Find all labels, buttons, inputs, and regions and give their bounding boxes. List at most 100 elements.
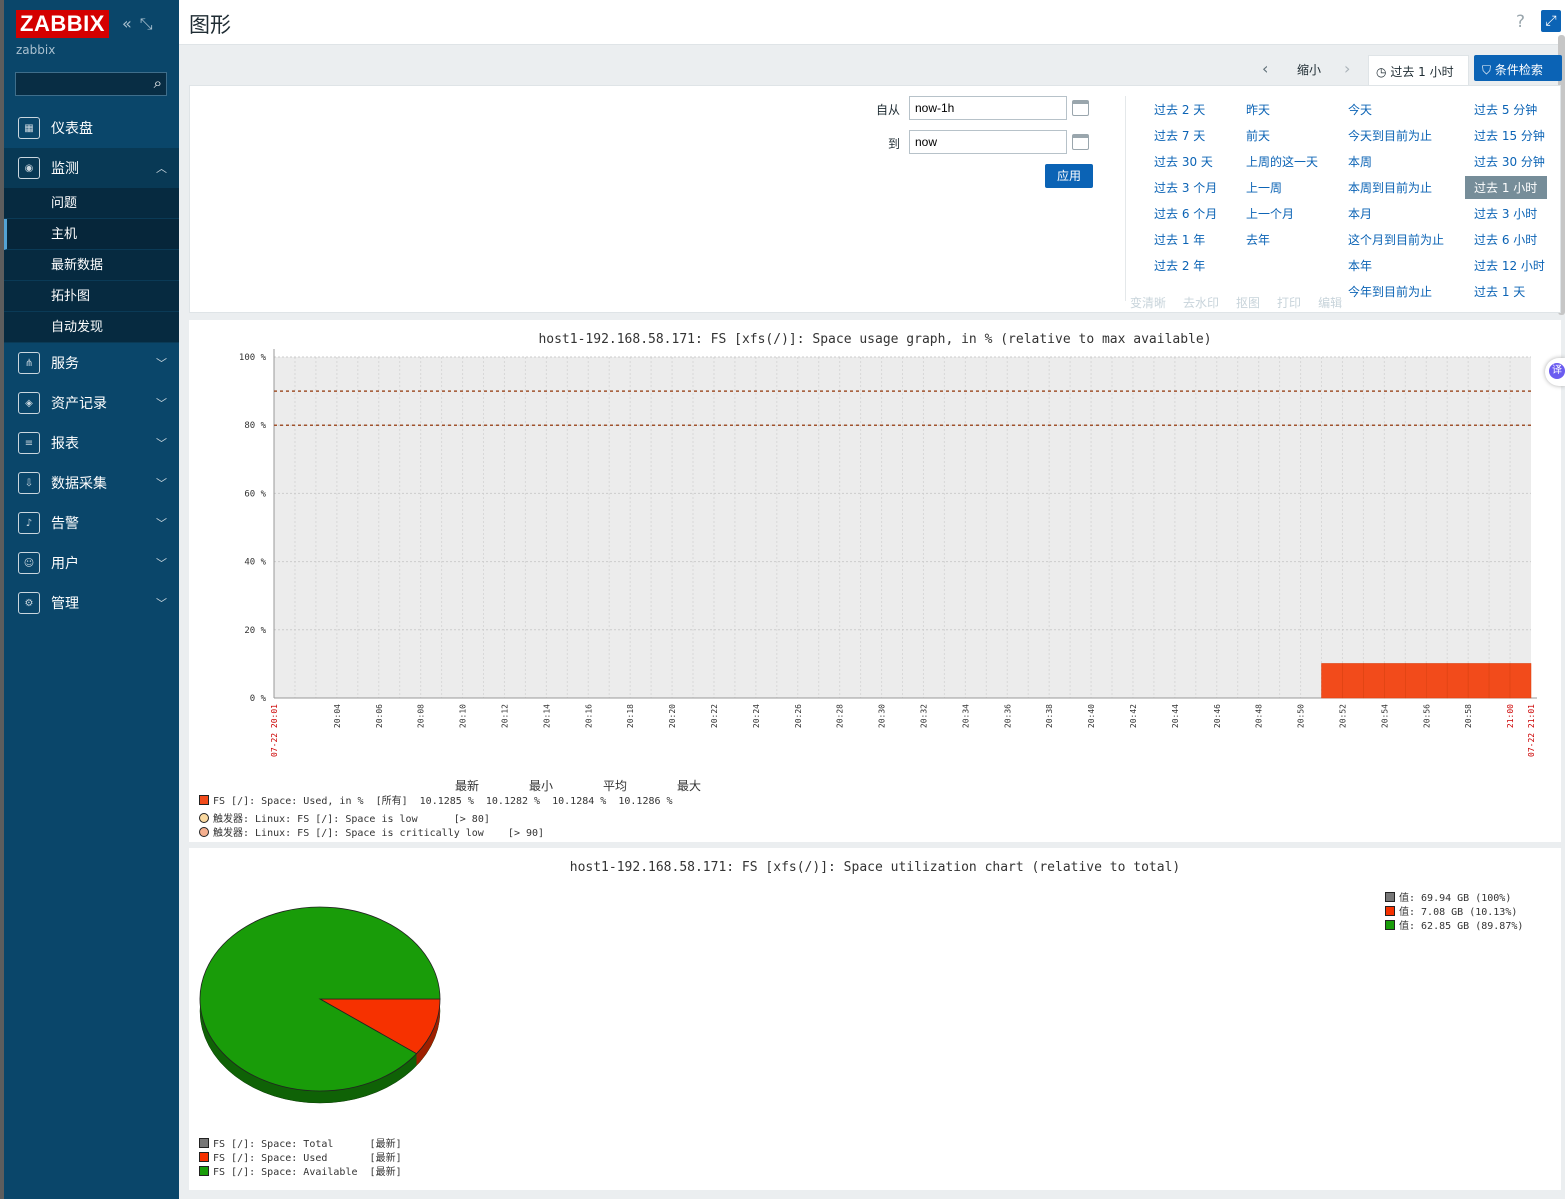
menu-data-collection[interactable]: ⇩ 数据采集 ﹀ bbox=[4, 463, 179, 503]
menu-label: 服务 bbox=[51, 356, 79, 372]
legend-swatch bbox=[1385, 892, 1395, 902]
monitoring-icon: ◉ bbox=[18, 157, 40, 179]
quick-range-link[interactable]: 过去 6 个月 bbox=[1154, 207, 1218, 221]
users-icon: ☺ bbox=[18, 552, 40, 574]
quick-range-link[interactable]: 过去 12 小时 bbox=[1474, 259, 1545, 273]
quick-range-link[interactable]: 今天 bbox=[1348, 103, 1373, 117]
legend-swatch bbox=[199, 1138, 209, 1148]
pie-slice bbox=[318, 998, 441, 1055]
apply-button[interactable]: 应用 bbox=[1045, 164, 1093, 188]
toolbar-item[interactable]: 抠图 bbox=[1236, 296, 1261, 310]
quick-range-link[interactable]: 今天到目前为止 bbox=[1348, 129, 1433, 143]
data-collection-icon: ⇩ bbox=[18, 472, 40, 494]
toolbar-item[interactable]: 编辑 bbox=[1318, 296, 1343, 310]
quick-range-link[interactable]: 上一个月 bbox=[1246, 207, 1295, 221]
quick-range-link[interactable]: 昨天 bbox=[1246, 103, 1271, 117]
quick-range-link[interactable]: 这个月到目前为止 bbox=[1348, 233, 1445, 247]
data-bar bbox=[1426, 663, 1448, 699]
tab-time-period[interactable]: ◷ 过去 1 小时 bbox=[1368, 55, 1469, 85]
x-tick-label: 20:04 bbox=[333, 704, 342, 728]
prev-period-icon[interactable]: ‹ bbox=[1262, 59, 1269, 78]
quick-range-link[interactable]: 过去 3 小时 bbox=[1474, 207, 1538, 221]
x-tick-label: 20:06 bbox=[375, 704, 384, 728]
x-tick-label: 20:38 bbox=[1045, 704, 1054, 728]
legend-min: 10.1282 % bbox=[485, 796, 541, 807]
quick-range-link[interactable]: 过去 30 天 bbox=[1154, 155, 1213, 169]
page-title: 图形 bbox=[189, 13, 231, 37]
menu-services[interactable]: ⋔ 服务 ﹀ bbox=[4, 343, 179, 383]
quick-range-link[interactable]: 过去 2 年 bbox=[1154, 259, 1206, 273]
submenu-hosts[interactable]: 主机 bbox=[4, 219, 179, 250]
help-icon[interactable]: ? bbox=[1515, 12, 1525, 32]
menu-monitoring[interactable]: ◉ 监测 ︿ bbox=[4, 148, 179, 188]
zabbix-logo[interactable]: ZABBIX bbox=[16, 10, 109, 38]
fullscreen-button[interactable]: ⤢ bbox=[1541, 10, 1561, 32]
trigger-name: : Linux: FS [/]: Space is critically low bbox=[243, 828, 484, 839]
next-period-icon[interactable]: › bbox=[1344, 59, 1351, 78]
translate-button[interactable]: 译 bbox=[1545, 358, 1565, 386]
calendar-icon[interactable] bbox=[1072, 100, 1089, 116]
menu-users[interactable]: ☺ 用户 ﹀ bbox=[4, 543, 179, 583]
quick-range-link[interactable]: 过去 30 分钟 bbox=[1474, 155, 1545, 169]
quick-range-link[interactable]: 过去 6 小时 bbox=[1474, 233, 1538, 247]
quick-range-link[interactable]: 本周到目前为止 bbox=[1348, 181, 1433, 195]
quick-range-link[interactable]: 过去 5 分钟 bbox=[1474, 103, 1538, 117]
menu-inventory[interactable]: ◈ 资产记录 ﹀ bbox=[4, 383, 179, 423]
quick-range-link[interactable]: 过去 1 小时 bbox=[1465, 176, 1548, 199]
toolbar-item[interactable]: 打印 bbox=[1277, 296, 1302, 310]
quick-range-link[interactable]: 本周 bbox=[1348, 155, 1373, 169]
submenu-discovery[interactable]: 自动发现 bbox=[4, 312, 179, 343]
legend-header-last: 最新 bbox=[455, 779, 480, 793]
to-label: 到 bbox=[887, 137, 900, 151]
tab-filter[interactable]: ⛉ 条件检索 bbox=[1474, 55, 1562, 81]
inventory-icon: ◈ bbox=[18, 392, 40, 414]
submenu-latest-data[interactable]: 最新数据 bbox=[4, 250, 179, 281]
quick-range-link[interactable]: 过去 2 天 bbox=[1154, 103, 1206, 117]
legend-header-min: 最小 bbox=[529, 779, 554, 793]
y-tick-label: 20 % bbox=[244, 626, 266, 636]
bell-icon: ♪ bbox=[18, 512, 40, 534]
quick-range-link[interactable]: 前天 bbox=[1246, 129, 1271, 143]
quick-range-link[interactable]: 过去 15 分钟 bbox=[1474, 129, 1545, 143]
from-input[interactable] bbox=[909, 96, 1067, 120]
submenu-problems[interactable]: 问题 bbox=[4, 188, 179, 219]
search-icon[interactable]: ⌕ bbox=[153, 74, 162, 92]
legend-swatch bbox=[1385, 906, 1395, 916]
quick-range-link[interactable]: 上周的这一天 bbox=[1246, 155, 1319, 169]
collapse-icon[interactable]: « bbox=[122, 14, 132, 33]
x-tick-label: 20:18 bbox=[626, 704, 635, 728]
quick-range-link[interactable]: 过去 7 天 bbox=[1154, 129, 1206, 143]
x-tick-label: 07-22 20:01 bbox=[270, 704, 279, 757]
quick-range-link[interactable]: 今年到目前为止 bbox=[1348, 285, 1433, 299]
quick-range-link[interactable]: 去年 bbox=[1246, 233, 1271, 247]
quick-range-link[interactable]: 本年 bbox=[1348, 259, 1373, 273]
submenu-maps[interactable]: 拓扑图 bbox=[4, 281, 179, 312]
menu-alerts[interactable]: ♪ 告警 ﹀ bbox=[4, 503, 179, 543]
legend-value: 值: 69.94 GB (100%) bbox=[1399, 893, 1512, 904]
toolbar-item[interactable]: 变清晰 bbox=[1130, 296, 1167, 310]
quick-range-link[interactable]: 过去 3 个月 bbox=[1154, 181, 1218, 195]
quick-range-link[interactable]: 过去 1 天 bbox=[1474, 285, 1526, 299]
menu-reports[interactable]: ≡ 报表 ﹀ bbox=[4, 423, 179, 463]
calendar-icon[interactable] bbox=[1072, 134, 1089, 150]
menu-label: 报表 bbox=[51, 436, 79, 452]
x-tick-label: 20:46 bbox=[1213, 704, 1222, 728]
x-tick-label: 21:00 bbox=[1506, 704, 1515, 728]
data-bar bbox=[1405, 663, 1427, 699]
to-input[interactable] bbox=[909, 130, 1067, 154]
menu-dashboard[interactable]: ▦ 仪表盘 bbox=[4, 108, 179, 148]
toolbar-item[interactable]: 去水印 bbox=[1183, 296, 1220, 310]
trigger-prefix: 触发器 bbox=[213, 814, 243, 825]
kiosk-toggle-icon[interactable]: ⤡ bbox=[139, 14, 153, 33]
sidebar-edge bbox=[0, 0, 4, 1199]
x-tick-label: 20:10 bbox=[459, 704, 468, 728]
scrollbar[interactable] bbox=[1558, 35, 1565, 315]
legend-tag: [最新] bbox=[369, 1153, 402, 1164]
quick-range-link[interactable]: 本月 bbox=[1348, 207, 1373, 221]
overlay-toolbar: 变清晰 去水印 抠图 打印 编辑 bbox=[1120, 288, 1565, 314]
quick-range-link[interactable]: 过去 1 年 bbox=[1154, 233, 1206, 247]
menu-administration[interactable]: ⚙ 管理 ﹀ bbox=[4, 583, 179, 623]
sidebar-search-input[interactable]: ⌕ bbox=[15, 72, 167, 96]
zoom-out-button[interactable]: 缩小 bbox=[1297, 63, 1322, 77]
quick-range-link[interactable]: 上一周 bbox=[1246, 181, 1283, 195]
